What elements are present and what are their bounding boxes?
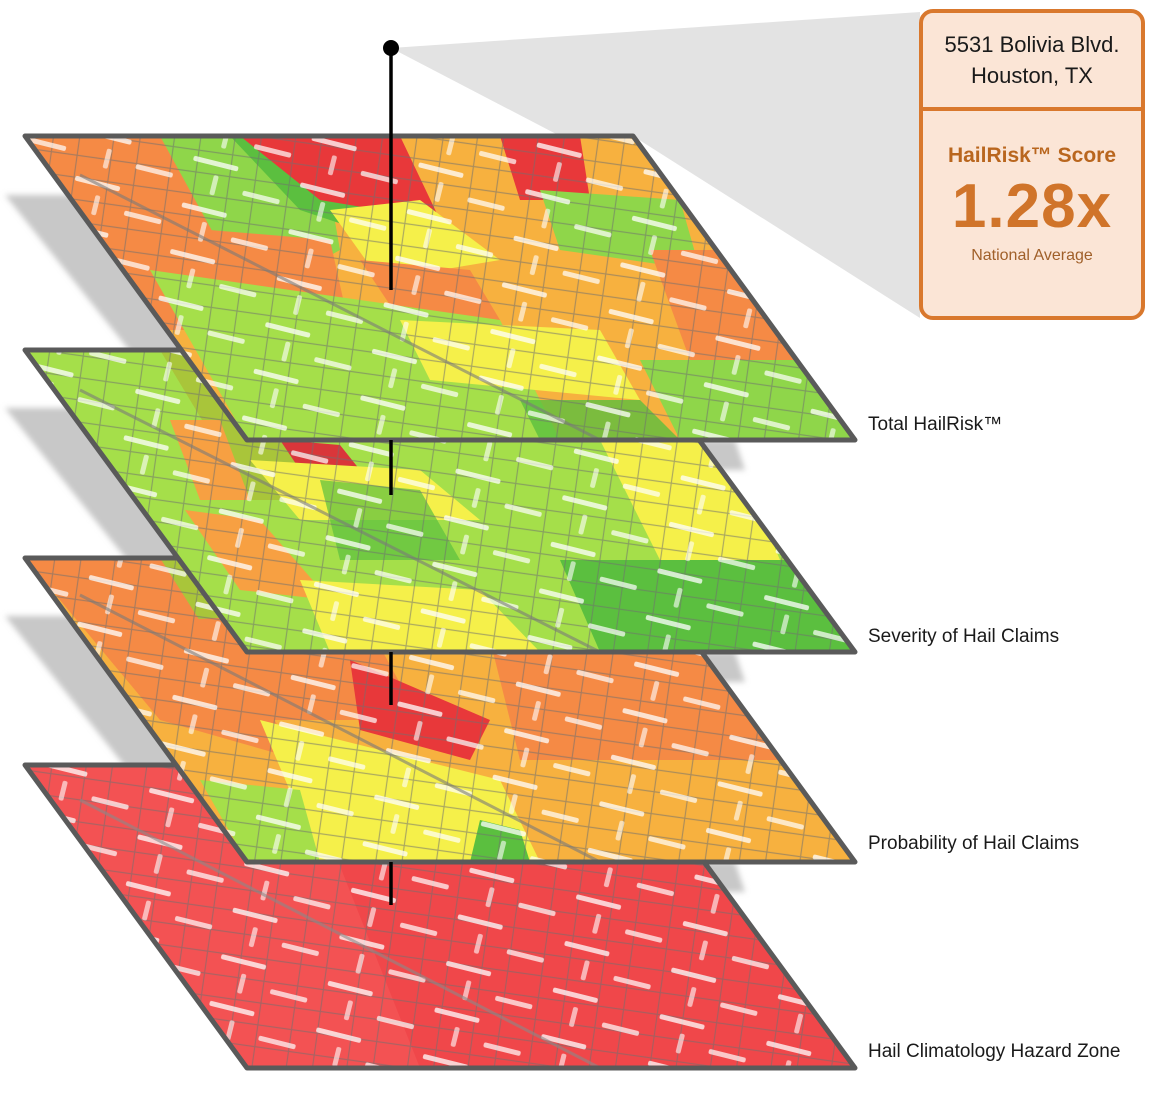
label-total-hailrisk: Total HailRisk™ bbox=[868, 414, 1003, 435]
location-pin-icon bbox=[383, 40, 399, 905]
address-block: 5531 Bolivia Blvd. Houston, TX bbox=[923, 13, 1141, 111]
score-block: HailRisk™ Score 1.28x National Average bbox=[923, 144, 1141, 265]
score-caption: National Average bbox=[971, 247, 1093, 264]
address-line2: Houston, TX bbox=[971, 63, 1093, 88]
score-value: 1.28x bbox=[951, 172, 1113, 241]
hailrisk-score-card: 5531 Bolivia Blvd. Houston, TX HailRisk™… bbox=[919, 9, 1145, 320]
callout-beam bbox=[391, 12, 920, 318]
label-probability-of-hail-claims: Probability of Hail Claims bbox=[868, 833, 1080, 854]
label-hail-climatology-hazard-zone: Hail Climatology Hazard Zone bbox=[868, 1041, 1121, 1062]
address-line1: 5531 Bolivia Blvd. bbox=[944, 32, 1120, 57]
score-title: HailRisk™ Score bbox=[947, 144, 1117, 167]
label-severity-of-hail-claims: Severity of Hail Claims bbox=[868, 626, 1060, 647]
